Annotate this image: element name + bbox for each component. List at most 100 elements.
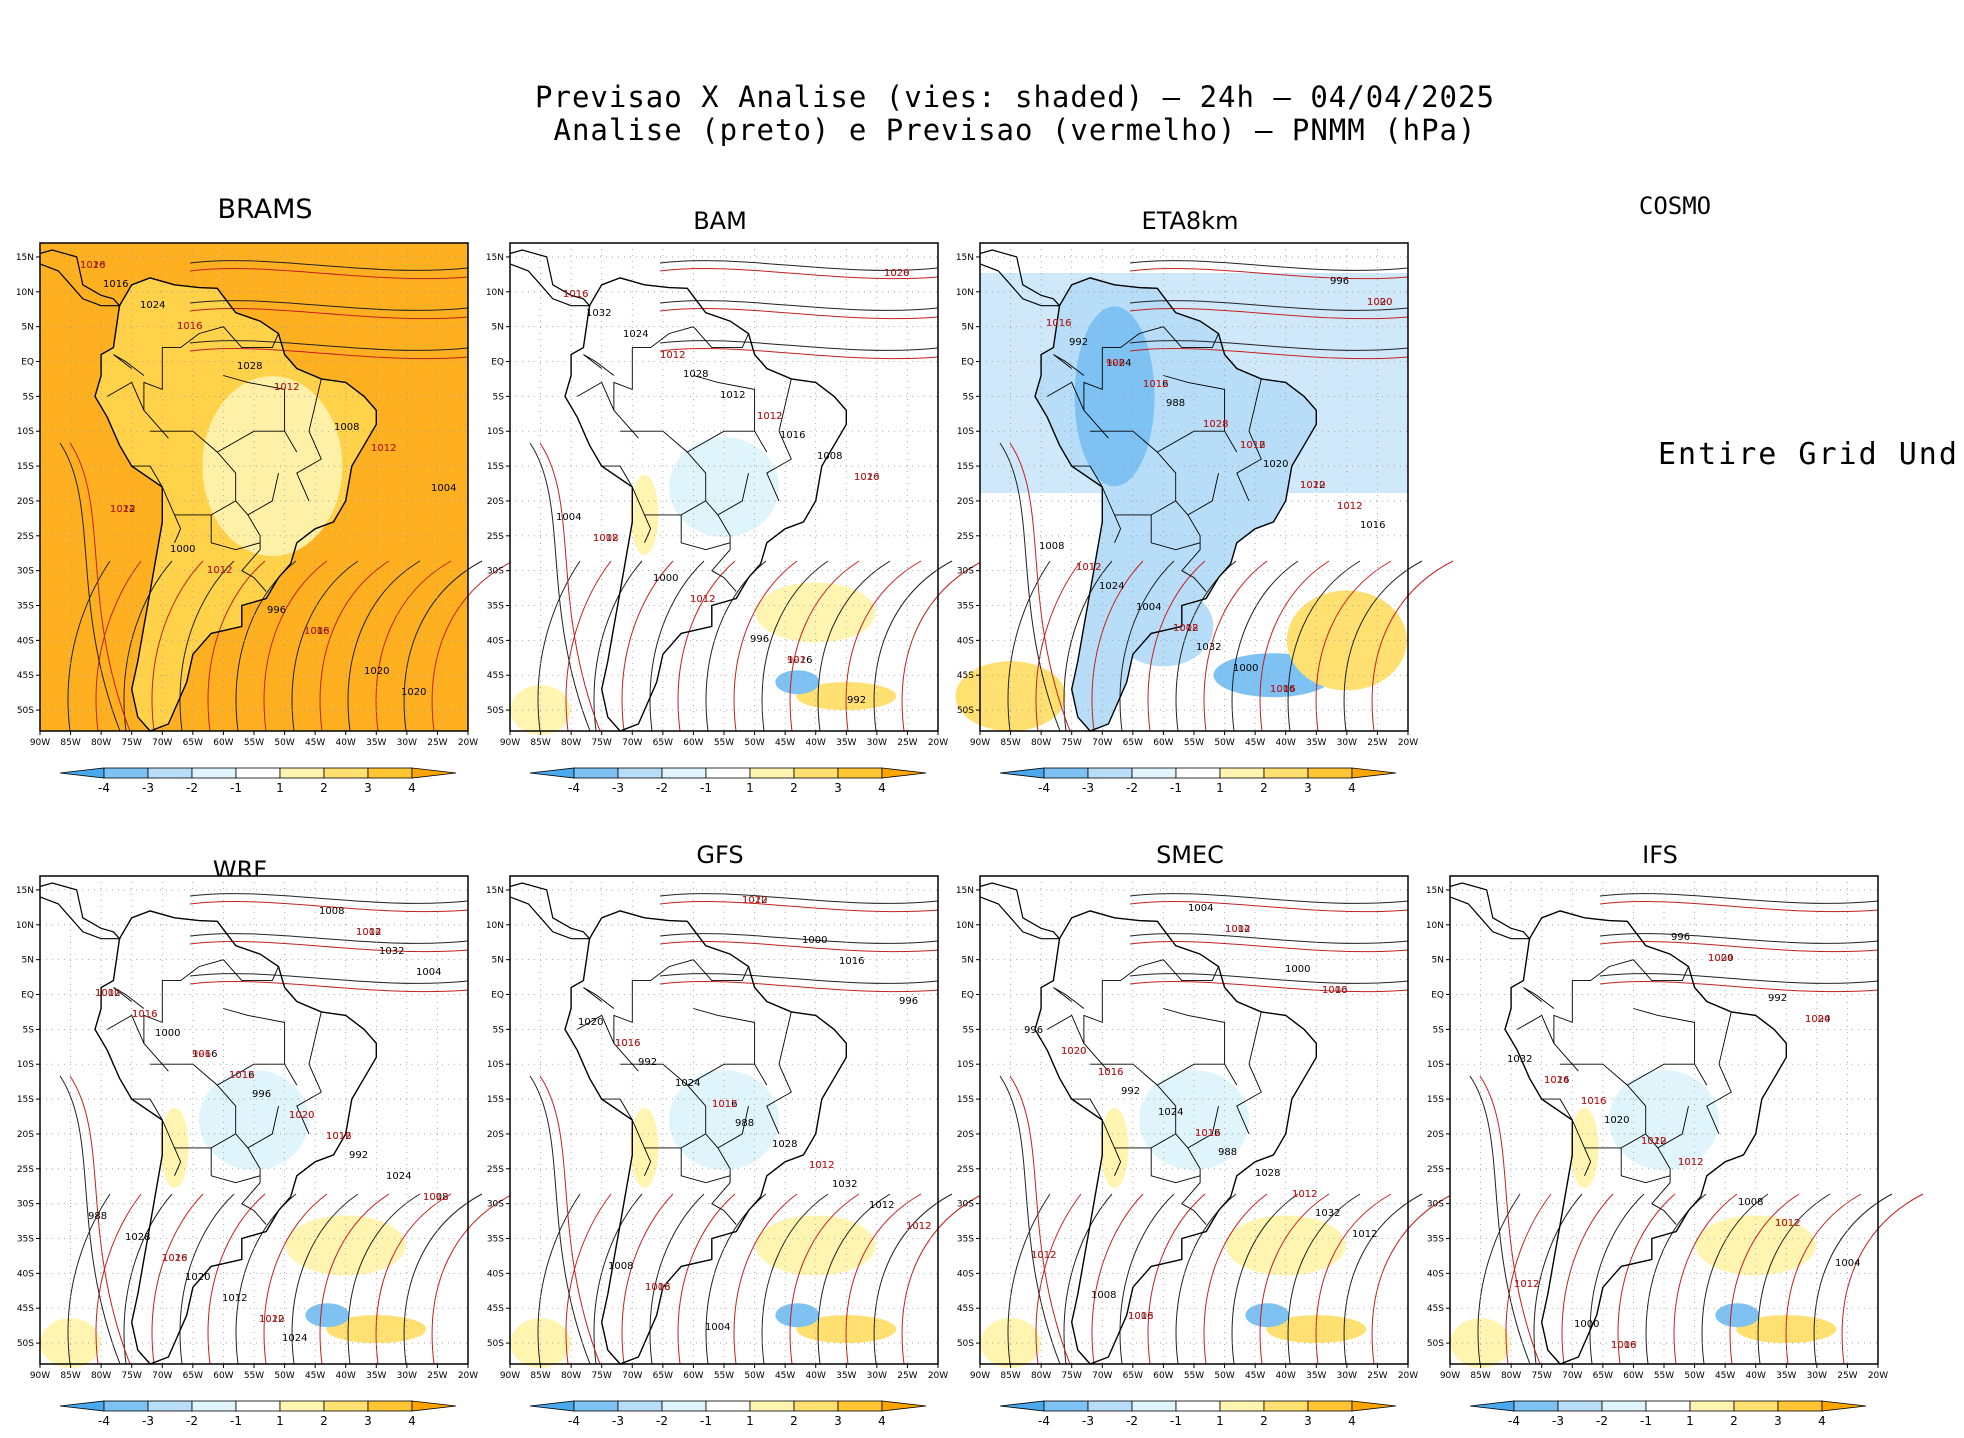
lat-tick-label: 15N [956, 886, 974, 896]
country-border [143, 326, 224, 439]
analysis-isobar-label: 1016 [1270, 684, 1295, 695]
colorbar-segment [617, 1400, 663, 1412]
colorbar-label: -4 [1038, 1414, 1050, 1428]
isobar [1007, 560, 1051, 732]
isobar [1129, 268, 1409, 280]
bias-shade [1715, 1303, 1760, 1328]
colorbar-segment [103, 1400, 149, 1412]
forecast-isobar-label: 1004 [1225, 924, 1250, 935]
lon-tick-label: 20W [458, 738, 478, 748]
colorbar-label: 4 [1818, 1414, 1826, 1428]
lon-tick-label: 35W [836, 738, 856, 748]
isobar [1343, 1193, 1423, 1365]
country-border [1541, 1098, 1573, 1121]
lat-tick-label: 15S [1427, 1095, 1444, 1105]
country-border [247, 1106, 279, 1149]
colorbar-label: 3 [1304, 1414, 1312, 1428]
colorbar-label: 4 [1348, 1414, 1356, 1428]
lat-tick-label: 15S [957, 1095, 974, 1105]
colorbar-label: 2 [1260, 1414, 1268, 1428]
lat-tick-label: 40S [17, 636, 34, 646]
lat-tick-label: 25S [487, 532, 504, 542]
isobar [659, 260, 939, 271]
lon-tick-label: 55W [244, 738, 264, 748]
colorbar-segment [793, 767, 839, 779]
analysis-isobar-label: 1008 [817, 451, 842, 462]
lon-tick-label: 30W [397, 1371, 417, 1381]
isobar [95, 1193, 142, 1365]
analysis-isobar-label: 996 [1671, 932, 1690, 943]
isobar [1505, 1193, 1552, 1365]
lat-tick-label: 50S [487, 706, 504, 716]
analysis-isobar-label: 1032 [379, 946, 404, 957]
analysis-isobar-label: 1020 [1367, 297, 1392, 308]
analysis-isobar-label: 1028 [1255, 1168, 1280, 1179]
analysis-isobar-label: 988 [1166, 398, 1185, 409]
lon-tick-label: 35W [366, 738, 386, 748]
forecast-isobar-label: 1012 [690, 594, 715, 605]
analysis-isobar-label: 1028 [125, 1232, 150, 1243]
lon-tick-label: 40W [336, 738, 356, 748]
isobar [1259, 1193, 1330, 1365]
colorbar-segment [1645, 1400, 1691, 1412]
isobar [733, 560, 798, 732]
isobar [659, 308, 939, 320]
lon-tick-label: 75W [592, 738, 612, 748]
lon-tick-label: 65W [1593, 1371, 1613, 1381]
lat-tick-label: 10S [957, 1060, 974, 1070]
lat-tick-label: 5S [963, 392, 975, 402]
isobar [761, 1193, 829, 1365]
isobar [873, 560, 953, 732]
lat-tick-label: 35S [1427, 1235, 1444, 1245]
lon-tick-label: 85W [530, 738, 550, 748]
bias-shade [305, 1303, 350, 1328]
bias-shade [202, 376, 343, 557]
forecast-isobar-label: 1012 [229, 1070, 254, 1081]
map-content: 1016101610121012101610121016102010241028… [509, 876, 984, 1369]
forecast-isobar-label: 1016 [1581, 1096, 1606, 1107]
lat-tick-label: 20S [17, 1130, 34, 1140]
isobar-lines [999, 260, 1454, 732]
forecast-isobar-label: 1012 [1143, 379, 1168, 390]
analysis-isobar-label: 1028 [683, 369, 708, 380]
country-border [631, 1119, 652, 1176]
lon-tick-label: 75W [122, 1371, 142, 1381]
lon-tick-label: 45W [305, 738, 325, 748]
isobar [659, 348, 939, 360]
forecast-isobar-label: 1016 [177, 321, 202, 332]
lat-tick-label: 10N [16, 921, 34, 931]
forecast-isobar-label: 1012 [423, 1192, 448, 1203]
bias-shade [1225, 1215, 1346, 1276]
lat-tick-label: 20S [17, 497, 34, 507]
lon-tick-label: 65W [183, 738, 203, 748]
isobar [59, 1075, 121, 1365]
country-border [107, 1014, 145, 1044]
colorbar-label: 4 [408, 781, 416, 795]
lat-tick-label: 25S [17, 1165, 34, 1175]
colorbar-label: -4 [568, 1414, 580, 1428]
lat-tick-label: 30S [17, 1200, 34, 1210]
colorbar-segment [705, 1400, 751, 1412]
isobar [1129, 941, 1409, 953]
map-content: 1016101610121012101210121016102010241028… [955, 243, 1454, 732]
isobar [347, 560, 421, 732]
forecast-isobar-label: 1004 [1270, 684, 1295, 695]
analysis-isobar-label: 1020 [884, 268, 909, 279]
bias-shade [775, 1303, 820, 1328]
bias-shade [775, 670, 820, 695]
colorbar-segment [837, 767, 883, 779]
lat-tick-label: EQ [21, 991, 34, 1001]
country-border [577, 381, 615, 411]
lon-tick-label: 25W [427, 1371, 447, 1381]
country-border [1633, 1008, 1696, 1065]
isobar [1599, 941, 1879, 953]
analysis-isobar-label: 1008 [423, 1192, 448, 1203]
isobar [901, 560, 984, 732]
isobar [1147, 1193, 1206, 1365]
isobar [1315, 560, 1392, 732]
analysis-isobar-label: 1012 [1678, 1157, 1703, 1168]
colorbar-label: 1 [746, 781, 754, 795]
lat-tick-label: EQ [961, 358, 974, 368]
country-border [680, 514, 731, 551]
lon-tick-label: 75W [1062, 738, 1082, 748]
